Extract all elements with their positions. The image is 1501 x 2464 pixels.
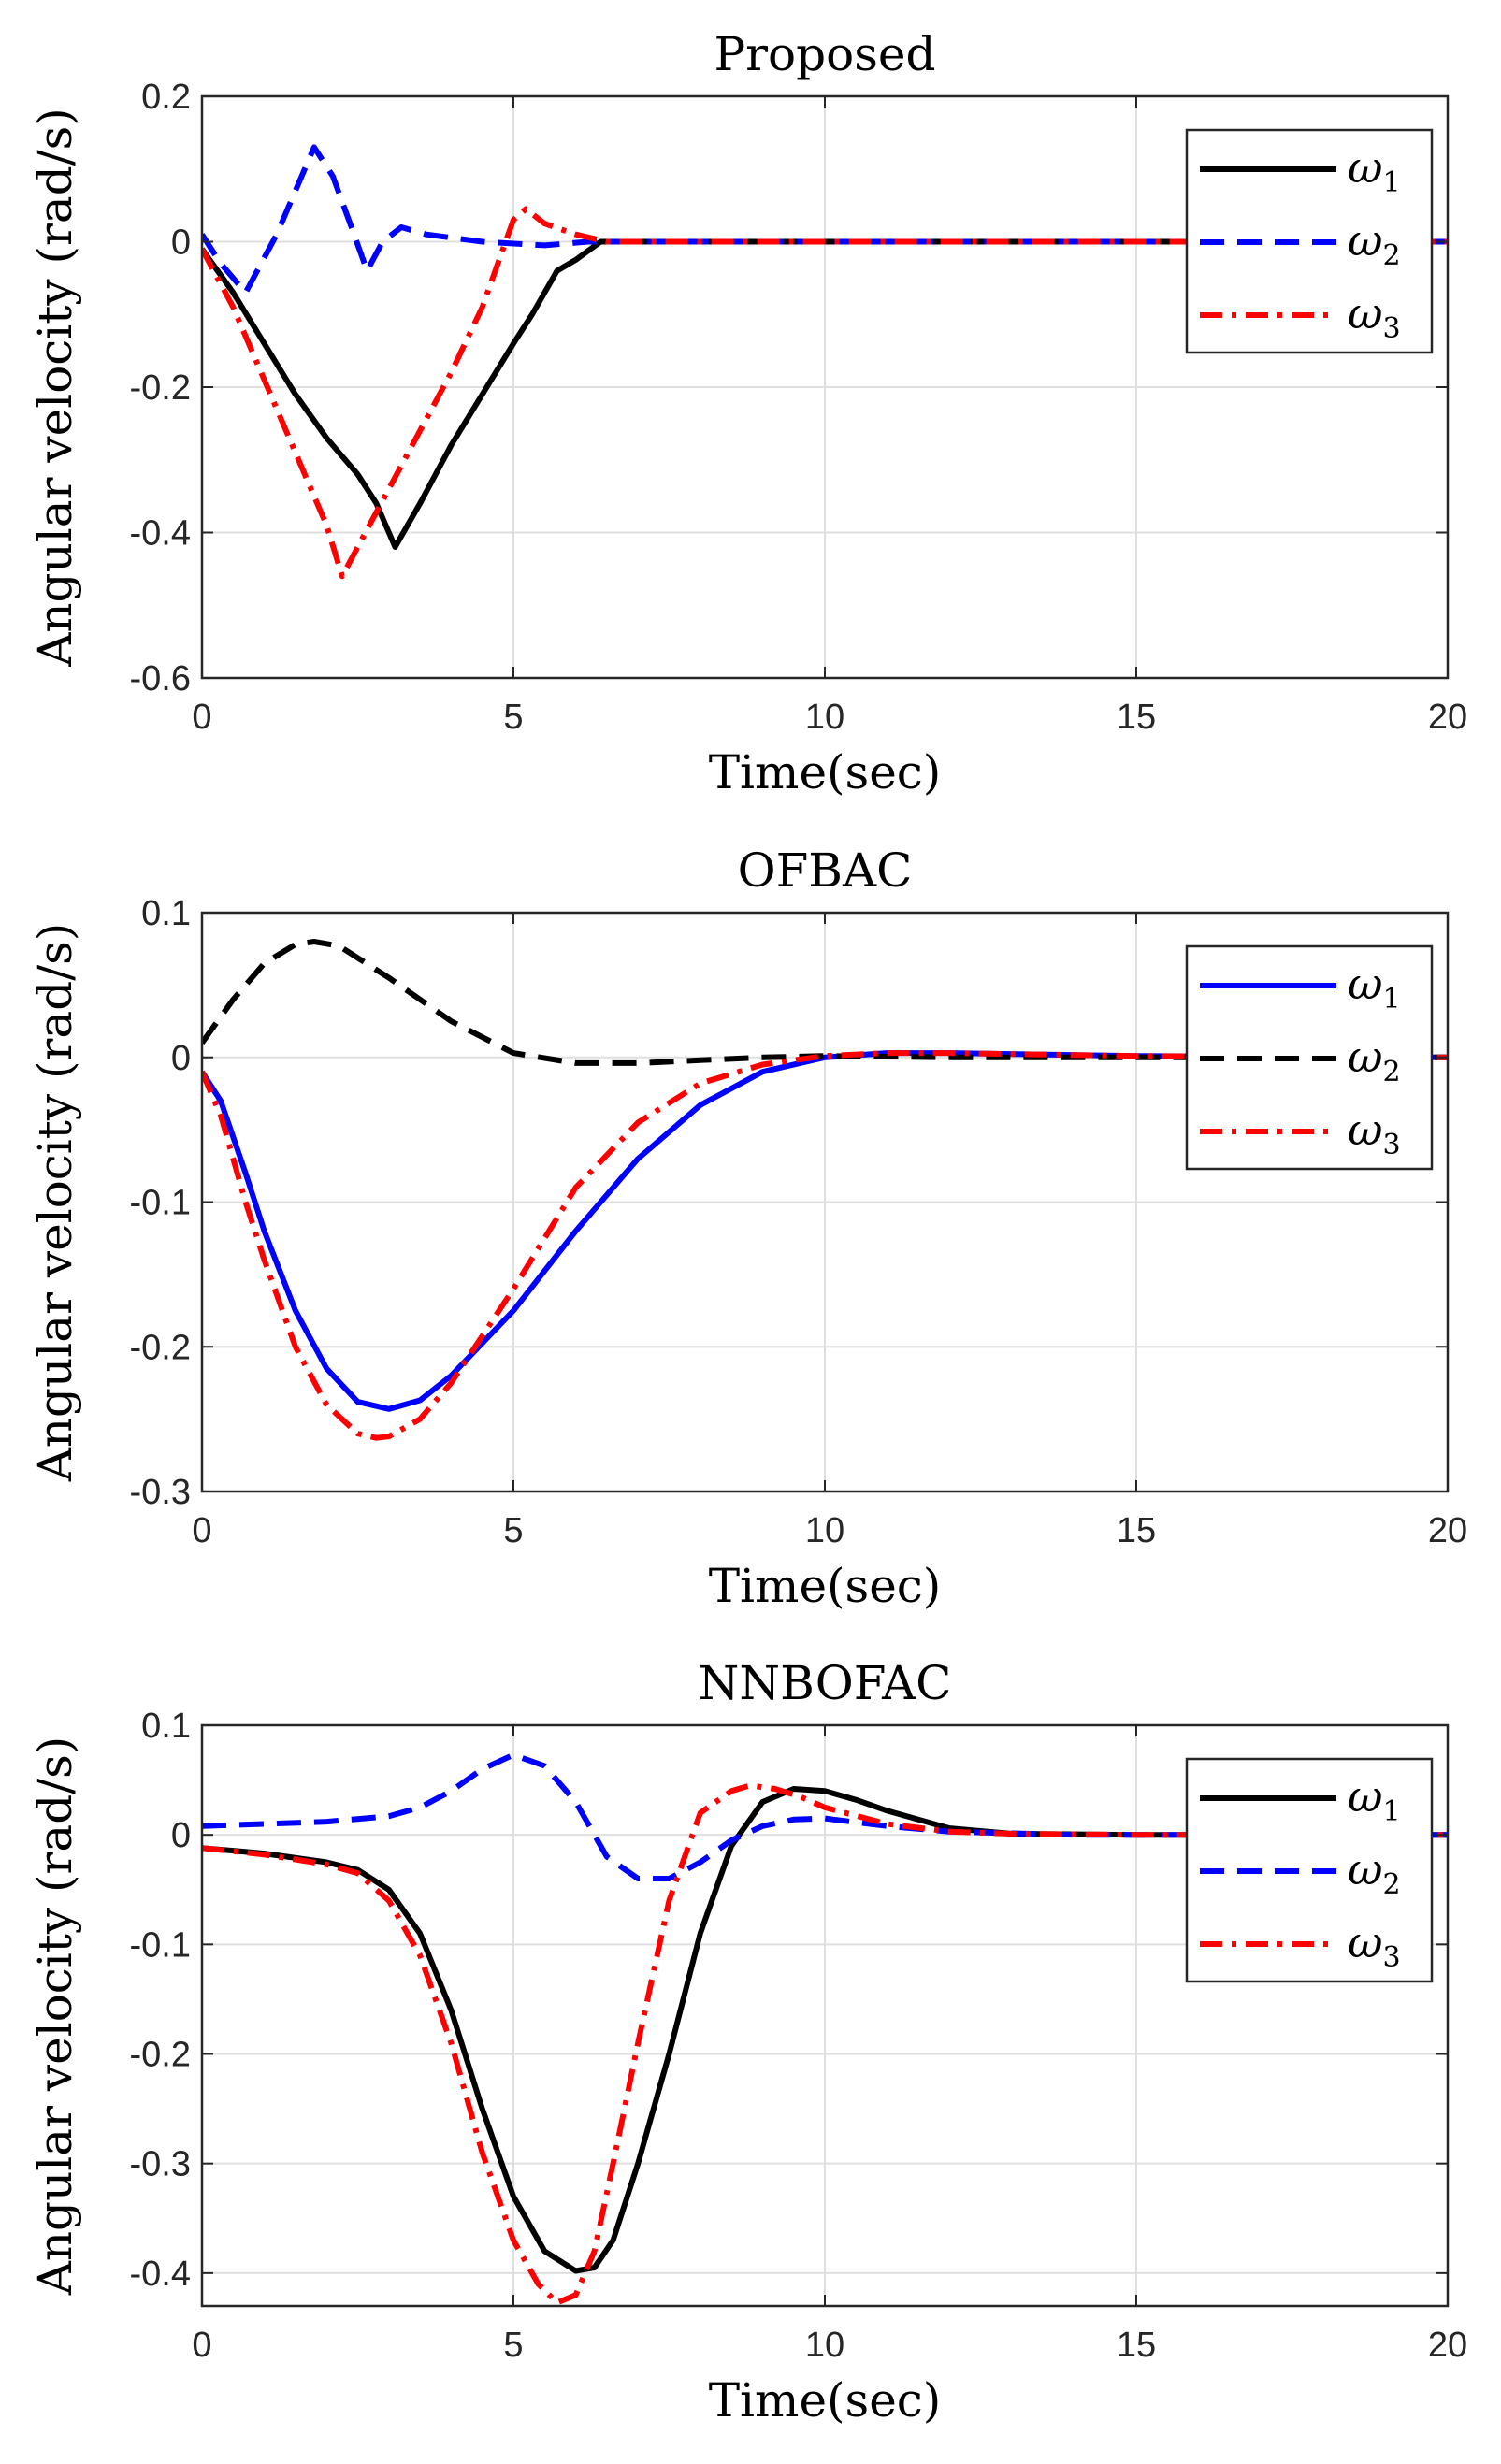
x-tick-label: 20 xyxy=(1428,1511,1467,1550)
legend-label-3: ω3 xyxy=(1348,1917,1401,1974)
y-tick-label: -0.3 xyxy=(130,2145,191,2184)
series-group xyxy=(202,1751,1448,2306)
y-tick-label: -0.3 xyxy=(130,1473,191,1512)
series-group xyxy=(202,144,1448,580)
x-tick-label: 0 xyxy=(192,2326,211,2365)
x-tick-label: 10 xyxy=(805,2326,844,2365)
x-tick-label: 5 xyxy=(503,2326,523,2365)
x-tick-label: 15 xyxy=(1117,698,1156,737)
x-tick-label: 15 xyxy=(1117,2326,1156,2365)
legend: ω1 ω2 ω3 xyxy=(1185,128,1434,354)
series-line-3 xyxy=(202,1050,1448,1441)
chart-title: Proposed xyxy=(714,27,935,81)
legend-label-2: ω2 xyxy=(1348,1844,1401,1901)
x-axis-label: Time(sec) xyxy=(709,1559,942,1613)
y-axis-label: Angular velocity (rad/s) xyxy=(28,1736,82,2297)
x-tick-label: 5 xyxy=(503,698,523,737)
y-tick-label: -0.4 xyxy=(130,514,191,554)
legend-label-3: ω3 xyxy=(1348,1104,1401,1161)
series-line-1 xyxy=(202,238,1448,550)
y-tick-label: -0.1 xyxy=(130,1184,191,1223)
y-tick-label: -0.4 xyxy=(130,2255,191,2294)
y-tick-label: 0 xyxy=(171,1039,191,1078)
panel-2: 0 5 10 15 20 -0.3 -0.2 -0.1 0 0.1 OFBAC Time(sec) An… xyxy=(28,843,1467,1613)
series-line-3 xyxy=(202,206,1448,580)
y-tick-label: 0 xyxy=(171,1816,191,1855)
x-tick-label: 20 xyxy=(1428,2326,1467,2365)
series-line-2 xyxy=(202,939,1448,1066)
legend-label-1: ω1 xyxy=(1348,958,1401,1016)
legend-label-2: ω2 xyxy=(1348,215,1401,272)
series-line-2 xyxy=(202,1751,1448,1881)
x-tick-label: 0 xyxy=(192,1511,211,1550)
chart-title: NNBOFAC xyxy=(699,1656,952,1710)
legend: ω1 ω2 ω3 xyxy=(1185,1757,1434,1983)
series-group xyxy=(202,939,1448,1441)
x-axis-label: Time(sec) xyxy=(709,745,942,800)
y-tick-label: -0.2 xyxy=(130,1328,191,1367)
y-axis-label: Angular velocity (rad/s) xyxy=(28,108,82,668)
chart-title: OFBAC xyxy=(738,843,913,898)
series-line-1 xyxy=(202,1786,1448,2274)
x-tick-label: 10 xyxy=(805,1511,844,1550)
grid xyxy=(201,1724,1449,2306)
panel-3: 0 5 10 15 20 -0.4 -0.3 -0.2 -0.1 0 0.1 NNBOFAC Time(… xyxy=(28,1656,1467,2428)
legend-label-3: ω3 xyxy=(1348,288,1401,345)
series-line-2 xyxy=(202,144,1448,295)
y-tick-label: -0.6 xyxy=(130,659,191,699)
x-axis-label: Time(sec) xyxy=(709,2373,942,2428)
legend-label-1: ω1 xyxy=(1348,1771,1401,1828)
y-tick-label: 0.1 xyxy=(141,894,191,933)
x-tick-label: 20 xyxy=(1428,698,1467,737)
x-tick-label: 5 xyxy=(503,1511,523,1550)
series-line-3 xyxy=(202,1782,1448,2306)
x-tick-label: 0 xyxy=(192,698,211,737)
legend-label-2: ω2 xyxy=(1348,1031,1401,1088)
y-tick-label: -0.2 xyxy=(130,2036,191,2075)
y-tick-label: 0.1 xyxy=(141,1707,191,1746)
legend: ω1 ω2 ω3 xyxy=(1185,944,1434,1171)
panel-1: 0 5 10 15 20 -0.6 -0.4 -0.2 0 0.2 Proposed Time(sec… xyxy=(28,27,1467,800)
legend-label-1: ω1 xyxy=(1348,142,1401,199)
y-tick-label: 0 xyxy=(171,223,191,263)
x-tick-label: 10 xyxy=(805,698,844,737)
y-tick-label: -0.1 xyxy=(130,1925,191,1965)
y-axis-label: Angular velocity (rad/s) xyxy=(28,923,82,1483)
y-tick-label: 0.2 xyxy=(141,78,191,117)
y-tick-label: -0.2 xyxy=(130,368,191,408)
x-tick-label: 15 xyxy=(1117,1511,1156,1550)
